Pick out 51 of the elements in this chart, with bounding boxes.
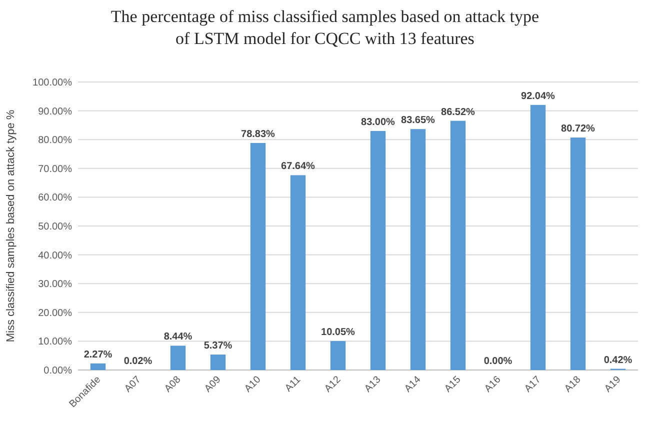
data-label: 0.02% <box>124 356 152 367</box>
data-label: 86.52% <box>441 106 476 118</box>
x-tick-label: A08 <box>162 374 184 395</box>
y-tick-label: 20.00% <box>38 308 72 319</box>
x-tick-label: A16 <box>482 374 504 395</box>
bar <box>210 354 226 370</box>
data-label: 10.05% <box>321 327 356 338</box>
data-label: 80.72% <box>561 124 596 135</box>
x-tick-label: A18 <box>562 374 584 395</box>
data-label: 67.64% <box>281 161 316 172</box>
y-tick-label: 100.00% <box>32 78 72 88</box>
x-tick-label: A13 <box>362 374 384 395</box>
data-label: 83.65% <box>401 115 436 126</box>
bar <box>170 346 186 370</box>
bar <box>290 175 306 370</box>
data-label: 83.00% <box>361 116 396 128</box>
x-tick-label: A19 <box>602 374 624 395</box>
data-label: 0.00% <box>484 356 512 367</box>
x-tick-label: A10 <box>242 374 264 395</box>
x-tick-label: A11 <box>283 374 304 394</box>
data-label: 2.27% <box>84 349 112 360</box>
data-label: 0.42% <box>604 354 632 366</box>
x-tick-label: A15 <box>442 374 464 395</box>
x-tick-label: A12 <box>322 374 344 395</box>
y-tick-label: 60.00% <box>38 192 72 204</box>
y-tick-label: 90.00% <box>38 106 72 118</box>
y-tick-label: 50.00% <box>38 222 72 232</box>
data-label: 92.04% <box>521 90 556 102</box>
y-tick-label: 30.00% <box>38 279 72 290</box>
bar <box>250 142 266 370</box>
x-tick-label: A14 <box>402 374 424 395</box>
bar <box>90 363 106 370</box>
y-tick-label: 0.00% <box>44 366 72 376</box>
bar <box>330 341 346 370</box>
x-tick-label: A17 <box>522 374 544 395</box>
y-tick-label: 10.00% <box>38 336 72 348</box>
y-tick-label: 80.00% <box>38 135 72 146</box>
data-label: 8.44% <box>164 332 192 343</box>
x-tick-label: A07 <box>122 374 144 395</box>
bar <box>450 120 466 370</box>
bar <box>410 129 426 370</box>
x-tick-label: A09 <box>202 374 224 395</box>
y-tick-label: 70.00% <box>38 164 72 175</box>
bar <box>530 104 546 370</box>
bar <box>370 130 386 370</box>
chart-title: The percentage of miss classified samples based on attack type of LSTM model for CQCC with 13 features <box>110 7 540 48</box>
bar <box>570 138 586 370</box>
data-label: 78.83% <box>241 128 276 140</box>
y-axis-title: Miss classified samples based on attack type % <box>5 110 17 342</box>
data-label: 5.37% <box>204 340 232 352</box>
y-tick-label: 40.00% <box>38 250 72 262</box>
